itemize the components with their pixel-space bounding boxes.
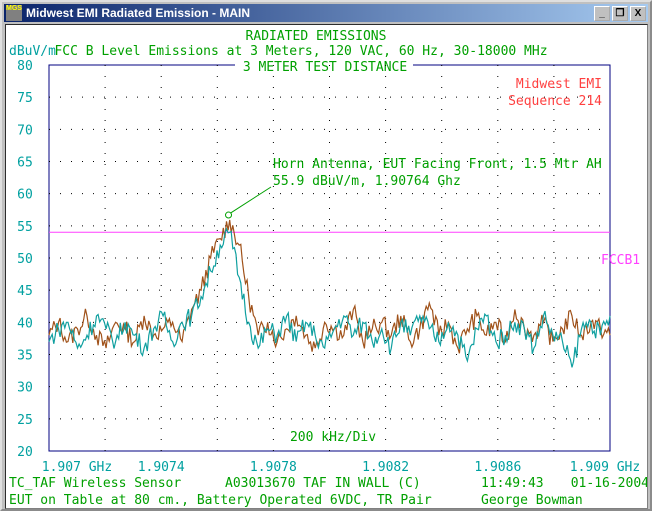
chart-subtitle: FCC B Level Emissions at 3 Meters, 120 V… — [54, 44, 547, 59]
y-tick-label: 35 — [17, 349, 33, 364]
x-tick-label: 1.9086 — [474, 460, 521, 475]
x-div-label: 200 kHz/Div — [290, 430, 376, 445]
chart-title: RADIATED EMISSIONS — [246, 29, 387, 44]
annotation-line-2: 55.9 dBuV/m, 1.90764 Ghz — [273, 174, 461, 189]
test-time: 11:49:43 — [481, 476, 544, 491]
x-tick-label: 1.9074 — [138, 460, 185, 475]
chart-distance-label: 3 METER TEST DISTANCE — [243, 60, 407, 75]
peak-marker — [225, 211, 233, 219]
minimize-button[interactable]: _ — [594, 6, 610, 21]
y-tick-label: 40 — [17, 316, 33, 331]
y-tick-label: 50 — [17, 252, 33, 267]
y-axis-label: dBuV/m — [9, 44, 56, 59]
y-tick-label: 55 — [17, 220, 33, 235]
y-tick-label: 20 — [17, 445, 33, 460]
y-tick-label: 45 — [17, 284, 33, 299]
brand-name: Midwest EMI — [516, 77, 602, 92]
sequence-label: Sequence 214 — [508, 94, 602, 109]
restore-button[interactable]: ❐ — [612, 6, 628, 21]
eut-model: A03013670 TAF IN WALL (C) — [225, 476, 421, 491]
title-backdrop — [235, 59, 413, 73]
annotation-leader — [230, 186, 272, 214]
y-tick-label: 30 — [17, 381, 33, 396]
y-tick-label: 65 — [17, 156, 33, 171]
plot-client-area: RADIATED EMISSIONS FCC B Level Emissions… — [5, 24, 648, 509]
test-date: 01-16-2004 — [571, 476, 647, 491]
x-tick-label: 1.909 GHz — [570, 460, 640, 475]
y-tick-label: 25 — [17, 413, 33, 428]
operator-name: George Bowman — [481, 493, 583, 508]
limit-label: FCCB1 — [601, 253, 640, 268]
x-tick-label: 1.907 GHz — [42, 460, 112, 475]
plot-frame — [48, 64, 611, 452]
y-tick-label: 80 — [17, 59, 33, 74]
window-title: Midwest EMI Radiated Emission - MAIN — [26, 6, 251, 20]
y-tick-label: 75 — [17, 91, 33, 106]
y-tick-label: 60 — [17, 188, 33, 203]
annotation-line-1: Horn Antenna, EUT Facing Front, 1.5 Mtr … — [273, 157, 602, 172]
setup-notes: EUT on Table at 80 cm., Battery Operated… — [9, 493, 432, 508]
eut-name: TC_TAF Wireless Sensor — [9, 476, 181, 491]
close-button[interactable]: X — [630, 6, 646, 21]
x-tick-label: 1.9078 — [250, 460, 297, 475]
app-icon: MGS — [6, 5, 22, 21]
emissions-chart: RADIATED EMISSIONS FCC B Level Emissions… — [9, 29, 647, 508]
series-2-trace — [48, 227, 611, 368]
y-tick-label: 70 — [17, 123, 33, 138]
title-bar[interactable]: MGS Midwest EMI Radiated Emission - MAIN… — [4, 4, 648, 22]
x-tick-label: 1.9082 — [362, 460, 409, 475]
